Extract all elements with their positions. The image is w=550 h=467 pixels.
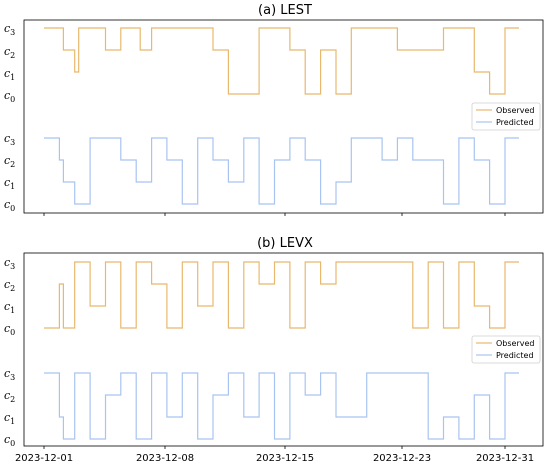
ytick-letter: c bbox=[4, 45, 10, 58]
ytick-letter: c bbox=[4, 154, 10, 167]
panel-b-ytick-pred-c0: c0 bbox=[4, 433, 15, 448]
ytick-letter: c bbox=[4, 89, 10, 102]
panel-b-xtick-label: 2023-12-31 bbox=[476, 453, 534, 464]
panel-b-yticks: c3 c2 c1 c0 c3 c2 c1 c0 bbox=[4, 256, 15, 448]
panel-b-xtick-label: 2023-12-08 bbox=[136, 453, 194, 464]
panel-a-observed-series bbox=[44, 27, 519, 95]
panel-a-legend: Observed Predicted bbox=[471, 102, 541, 131]
panel-b-ytick-obs-c3: c3 bbox=[4, 256, 15, 271]
panel-b-ytick-pred-c3: c3 bbox=[4, 367, 15, 382]
panel-b-ytick-pred-c2: c2 bbox=[4, 389, 15, 404]
ytick-letter: c bbox=[4, 322, 10, 335]
ytick-sub: 0 bbox=[10, 439, 15, 448]
ytick-letter: c bbox=[4, 256, 10, 269]
panel-a-title: (a) LEST bbox=[258, 3, 312, 18]
ytick-letter: c bbox=[4, 198, 10, 211]
panel-b-observed-series bbox=[44, 261, 519, 329]
ytick-sub: 1 bbox=[10, 73, 15, 82]
panel-b-ytick-pred-c1: c1 bbox=[4, 411, 15, 426]
panel-a: (a) LEST c3 c2 c1 c0 c3 c2 c1 c0 Observe… bbox=[4, 3, 544, 216]
ytick-letter: c bbox=[4, 411, 10, 424]
legend-observed-label: Observed bbox=[496, 339, 535, 348]
legend-predicted-label: Predicted bbox=[496, 118, 534, 127]
ytick-sub: 3 bbox=[10, 138, 15, 147]
panel-b-title: (b) LEVX bbox=[257, 236, 313, 251]
ytick-sub: 0 bbox=[10, 328, 15, 337]
ytick-letter: c bbox=[4, 433, 10, 446]
panel-a-ytick-obs-c3: c3 bbox=[4, 22, 15, 37]
ytick-sub: 1 bbox=[10, 182, 15, 191]
ytick-sub: 2 bbox=[10, 51, 15, 60]
panel-a-predicted-series bbox=[44, 137, 519, 205]
panel-a-xticks bbox=[43, 213, 506, 216]
ytick-sub: 1 bbox=[10, 306, 15, 315]
ytick-letter: c bbox=[4, 300, 10, 313]
ytick-sub: 2 bbox=[10, 160, 15, 169]
panel-b-ytick-obs-c1: c1 bbox=[4, 300, 15, 315]
panel-b: (b) LEVX c3 c2 c1 c0 c3 c2 c1 c0 2023-12… bbox=[4, 236, 544, 464]
ytick-sub: 0 bbox=[10, 204, 15, 213]
panel-b-legend: Observed Predicted bbox=[471, 335, 541, 364]
ytick-sub: 0 bbox=[10, 95, 15, 104]
series-line-predicted bbox=[44, 137, 519, 205]
panel-a-ytick-pred-c0: c0 bbox=[4, 198, 15, 213]
panel-b-xtick-label: 2023-12-01 bbox=[15, 453, 73, 464]
panel-b-frame bbox=[23, 252, 544, 447]
series-line-observed bbox=[44, 261, 519, 329]
panel-b-xtick-label: 2023-12-23 bbox=[373, 453, 431, 464]
panel-a-ytick-obs-c1: c1 bbox=[4, 67, 15, 82]
ytick-letter: c bbox=[4, 132, 10, 145]
ytick-sub: 3 bbox=[10, 28, 15, 37]
panel-b-xticks: 2023-12-01 2023-12-08 2023-12-15 2023-12… bbox=[15, 446, 534, 464]
legend-observed-label: Observed bbox=[496, 106, 535, 115]
ytick-letter: c bbox=[4, 176, 10, 189]
panel-b-predicted-series bbox=[44, 372, 519, 440]
series-line-predicted bbox=[44, 372, 519, 440]
panel-b-ytick-obs-c0: c0 bbox=[4, 322, 15, 337]
panel-a-ytick-pred-c3: c3 bbox=[4, 132, 15, 147]
panel-a-frame bbox=[23, 19, 544, 214]
ytick-letter: c bbox=[4, 278, 10, 291]
ytick-sub: 1 bbox=[10, 417, 15, 426]
panel-a-ytick-obs-c2: c2 bbox=[4, 45, 15, 60]
ytick-sub: 2 bbox=[10, 395, 15, 404]
ytick-letter: c bbox=[4, 367, 10, 380]
ytick-sub: 3 bbox=[10, 373, 15, 382]
panel-a-ytick-obs-c0: c0 bbox=[4, 89, 15, 104]
ytick-sub: 2 bbox=[10, 284, 15, 293]
panel-b-xtick-label: 2023-12-15 bbox=[256, 453, 314, 464]
series-line-observed bbox=[44, 27, 519, 95]
ytick-letter: c bbox=[4, 67, 10, 80]
panel-a-ytick-pred-c1: c1 bbox=[4, 176, 15, 191]
ytick-sub: 3 bbox=[10, 262, 15, 271]
ytick-letter: c bbox=[4, 389, 10, 402]
panel-a-ytick-pred-c2: c2 bbox=[4, 154, 15, 169]
panel-b-ytick-obs-c2: c2 bbox=[4, 278, 15, 293]
panel-a-yticks: c3 c2 c1 c0 c3 c2 c1 c0 bbox=[4, 22, 15, 213]
legend-predicted-label: Predicted bbox=[496, 351, 534, 360]
ytick-letter: c bbox=[4, 22, 10, 35]
